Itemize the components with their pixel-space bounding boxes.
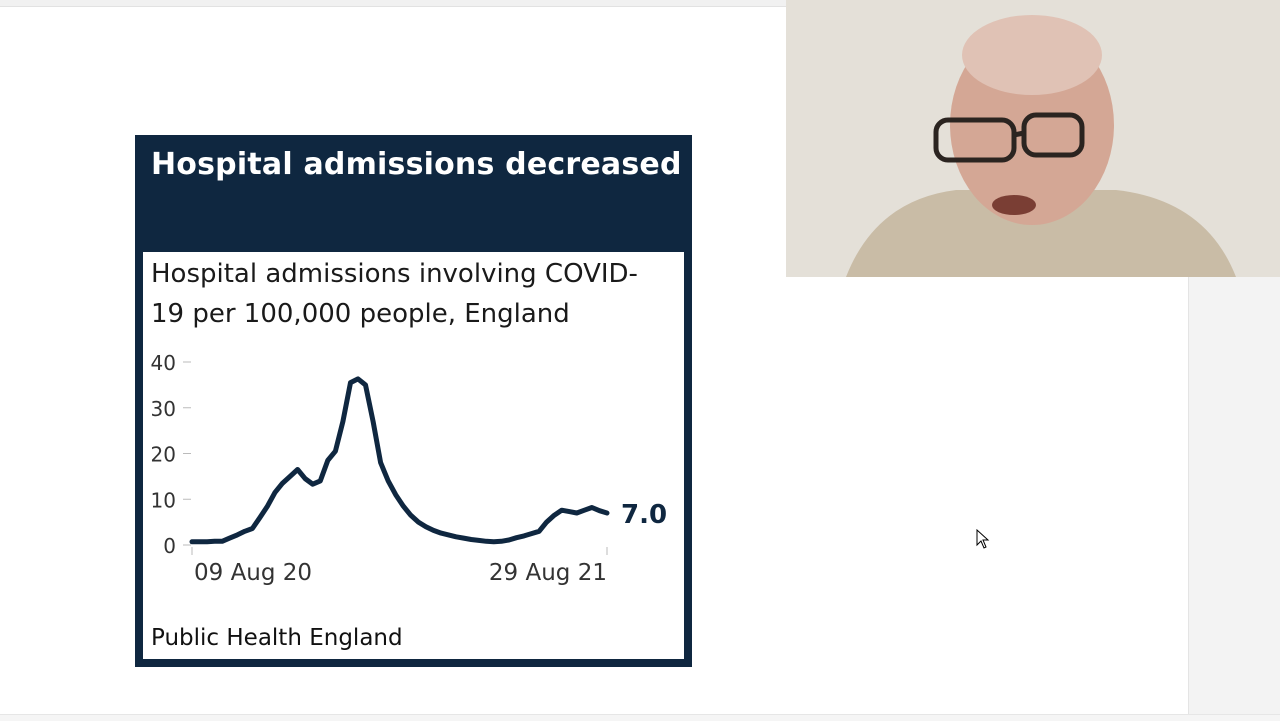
data-point: [221, 540, 223, 542]
chart-panel: Hospital admissions involving COVID-19 p…: [143, 252, 684, 659]
data-point: [591, 506, 593, 508]
data-point: [493, 541, 495, 543]
data-point: [380, 462, 382, 464]
data-point: [417, 521, 419, 523]
data-point: [289, 475, 291, 477]
data-point: [546, 521, 548, 523]
data-point: [297, 469, 299, 471]
data-point: [598, 510, 600, 512]
presenter-webcam: [786, 0, 1280, 277]
side-panel: [1188, 277, 1280, 720]
y-tick-label: 30: [151, 397, 176, 421]
x-tick-label: 09 Aug 20: [194, 560, 312, 586]
data-point: [440, 532, 442, 534]
data-point: [508, 539, 510, 541]
y-tick-label: 20: [151, 443, 176, 467]
data-point: [342, 420, 344, 422]
data-point: [470, 539, 472, 541]
end-value-label: 7.0: [621, 500, 667, 530]
data-point: [500, 540, 502, 542]
data-point: [410, 514, 412, 516]
data-point: [229, 537, 231, 539]
data-point: [523, 535, 525, 537]
data-point: [553, 514, 555, 516]
data-point: [266, 505, 268, 507]
mouse-cursor-icon: [976, 529, 990, 549]
x-tick-label: 29 Aug 21: [489, 560, 607, 586]
data-point: [583, 509, 585, 511]
data-point: [531, 533, 533, 535]
series-line: [189, 376, 610, 545]
line-chart: 0 10 20 30 40 09 Aug 20 29 Aug 21 7.0: [151, 351, 668, 586]
data-point: [568, 511, 570, 513]
data-point: [206, 541, 208, 543]
data-point: [515, 537, 517, 539]
data-point: [402, 505, 404, 507]
bottom-scrollbar[interactable]: [0, 714, 1280, 721]
data-point: [259, 517, 261, 519]
chart-source: Public Health England: [151, 625, 403, 651]
chart-title: Hospital admissions involving COVID-19 p…: [151, 259, 638, 329]
data-point: [236, 534, 238, 536]
data-point: [191, 541, 193, 543]
data-point: [455, 536, 457, 538]
y-tick-label: 10: [151, 488, 176, 512]
data-point: [244, 530, 246, 532]
data-point: [387, 480, 389, 482]
data-point: [304, 478, 306, 480]
data-point: [199, 541, 201, 543]
data-point: [349, 382, 351, 384]
data-point: [395, 494, 397, 496]
presenter-video-icon: [786, 0, 1280, 277]
data-point: [372, 420, 374, 422]
slide-card: Hospital admissions decreased Hospital a…: [135, 135, 692, 667]
data-point: [538, 530, 540, 532]
data-point: [561, 509, 563, 511]
data-point: [478, 539, 480, 541]
data-point: [214, 540, 216, 542]
data-point: [274, 491, 276, 493]
data-point: [432, 529, 434, 531]
data-point: [463, 537, 465, 539]
data-point: [357, 378, 359, 380]
data-point: [425, 526, 427, 528]
y-tick-label: 40: [151, 351, 176, 375]
data-point: [485, 540, 487, 542]
data-point: [282, 482, 284, 484]
data-point: [251, 528, 253, 530]
data-point: [312, 483, 314, 485]
data-point: [606, 512, 608, 514]
card-title: Hospital admissions decreased: [151, 147, 682, 182]
y-tick-label: 0: [163, 534, 176, 558]
data-point: [319, 480, 321, 482]
data-point: [365, 384, 367, 386]
data-point: [334, 450, 336, 452]
top-toolbar: [0, 0, 786, 7]
data-point: [448, 534, 450, 536]
data-point: [576, 512, 578, 514]
data-point: [327, 459, 329, 461]
